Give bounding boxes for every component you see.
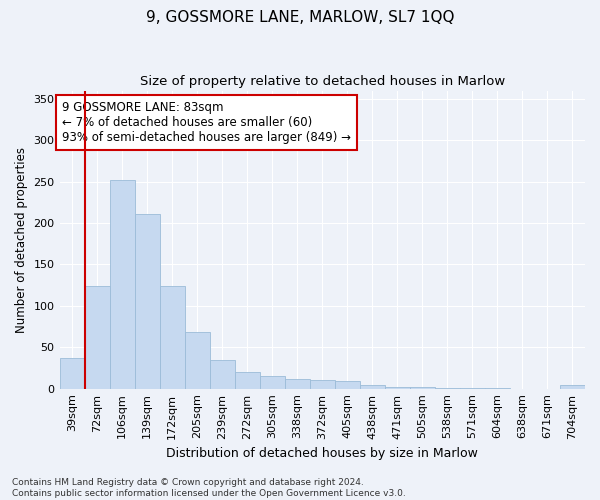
Bar xyxy=(385,387,410,388)
Bar xyxy=(260,376,285,388)
Bar xyxy=(59,358,85,388)
Text: 9 GOSSMORE LANE: 83sqm
← 7% of detached houses are smaller (60)
93% of semi-deta: 9 GOSSMORE LANE: 83sqm ← 7% of detached … xyxy=(62,101,351,144)
Bar xyxy=(410,387,435,388)
Bar xyxy=(560,386,585,388)
Bar xyxy=(209,360,235,388)
Text: 9, GOSSMORE LANE, MARLOW, SL7 1QQ: 9, GOSSMORE LANE, MARLOW, SL7 1QQ xyxy=(146,10,454,25)
X-axis label: Distribution of detached houses by size in Marlow: Distribution of detached houses by size … xyxy=(166,447,478,460)
Text: Contains HM Land Registry data © Crown copyright and database right 2024.
Contai: Contains HM Land Registry data © Crown c… xyxy=(12,478,406,498)
Bar xyxy=(134,214,160,388)
Bar xyxy=(160,286,185,388)
Bar xyxy=(85,286,110,388)
Bar xyxy=(235,372,260,388)
Title: Size of property relative to detached houses in Marlow: Size of property relative to detached ho… xyxy=(140,75,505,88)
Bar xyxy=(360,384,385,388)
Y-axis label: Number of detached properties: Number of detached properties xyxy=(15,146,28,332)
Bar xyxy=(110,180,134,388)
Bar xyxy=(310,380,335,388)
Bar xyxy=(285,378,310,388)
Bar xyxy=(185,332,209,388)
Bar xyxy=(335,381,360,388)
